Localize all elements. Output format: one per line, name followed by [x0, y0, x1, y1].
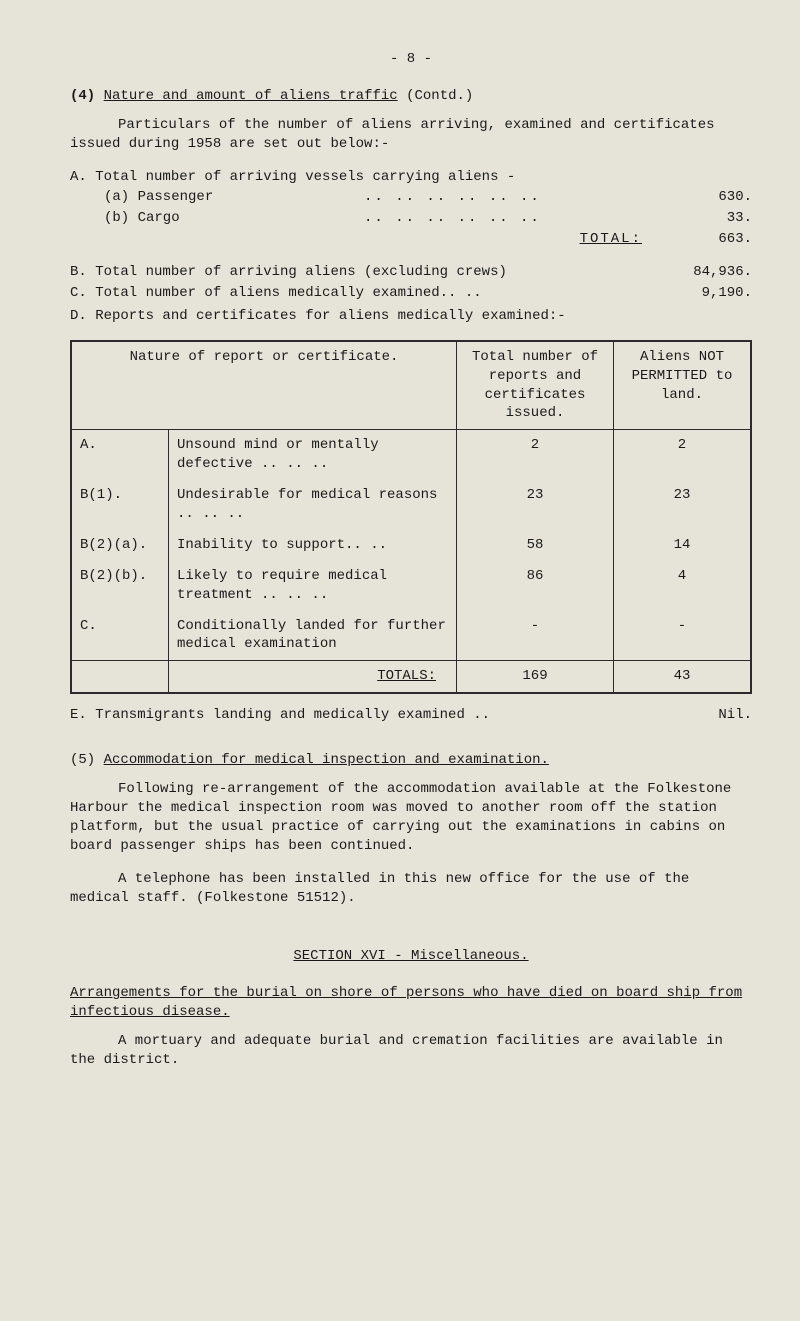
section-5-para-2: A telephone has been installed in this n… — [70, 870, 752, 908]
list-a-item-1-label: (a) Passenger — [104, 188, 364, 207]
list-a: A. Total number of arriving vessels carr… — [70, 168, 752, 250]
page-number: - 8 - — [70, 50, 752, 69]
section-16-para: A mortuary and adequate burial and crema… — [70, 1032, 752, 1070]
section-4-intro: Particulars of the number of aliens arri… — [70, 116, 752, 154]
cell-code: B(2)(b). — [72, 561, 169, 611]
section-4-heading: (4) Nature and amount of aliens traffic … — [70, 87, 752, 106]
line-e-text: E. Transmigrants landing and medically e… — [70, 706, 672, 725]
totals-label: TOTALS: — [169, 660, 457, 692]
section-5-para-1: Following re-arrangement of the accommod… — [70, 780, 752, 856]
section-4-suffix: (Contd.) — [406, 88, 473, 104]
line-c-value: 9,190. — [652, 284, 752, 303]
cell-num: 23 — [457, 480, 614, 530]
th-aliens-not-permitted: Aliens NOT PERMITTED to land. — [614, 342, 750, 431]
table-head-row: Nature of report or certificate. Total n… — [72, 342, 750, 431]
section-5-prefix: (5) — [70, 752, 95, 768]
list-a-total: TOTAL: 663. — [104, 230, 752, 249]
list-a-total-label: TOTAL: — [580, 231, 642, 247]
list-a-total-value: 663. — [652, 230, 752, 249]
report-table: Nature of report or certificate. Total n… — [70, 340, 752, 694]
cell-code: C. — [72, 611, 169, 661]
table-row: C. Conditionally landed for further medi… — [72, 611, 750, 661]
totals-num: 169 — [457, 660, 614, 692]
line-e-value: Nil. — [672, 706, 752, 725]
cell-num: 86 — [457, 561, 614, 611]
cell-code: A. — [72, 430, 169, 480]
cell-desc: Likely to require medical treatment .. .… — [169, 561, 457, 611]
th-nature: Nature of report or certificate. — [72, 342, 457, 431]
line-b: B. Total number of arriving aliens (excl… — [70, 263, 752, 282]
cell-desc: Undesirable for medical reasons .. .. .. — [169, 480, 457, 530]
cell-aliens: 14 — [614, 530, 750, 561]
table-row: A. Unsound mind or mentally defective ..… — [72, 430, 750, 480]
list-a-item-1-value: 630. — [652, 188, 752, 207]
th-total-number: Total number of reports and certificates… — [457, 342, 614, 431]
cell-code: B(2)(a). — [72, 530, 169, 561]
section-16-subtitle: Arrangements for the burial on shore of … — [70, 984, 752, 1022]
section-4-title: Nature and amount of aliens traffic — [104, 88, 398, 104]
cell-desc: Conditionally landed for further medical… — [169, 611, 457, 661]
list-a-item-1: (a) Passenger .. .. .. .. .. .. 630. — [104, 188, 752, 207]
line-c-text: C. Total number of aliens medically exam… — [70, 284, 652, 303]
section-16-title: SECTION XVI - Miscellaneous. — [70, 947, 752, 966]
list-a-item-2-value: 33. — [652, 209, 752, 228]
cell-desc: Inability to support.. .. — [169, 530, 457, 561]
list-a-item-2-dots: .. .. .. .. .. .. — [364, 209, 652, 228]
cell-aliens: - — [614, 611, 750, 661]
line-d: D. Reports and certificates for aliens m… — [70, 307, 752, 326]
table-totals-row: TOTALS: 169 43 — [72, 660, 750, 692]
cell-num: 58 — [457, 530, 614, 561]
list-a-heading: A. Total number of arriving vessels carr… — [70, 168, 752, 187]
line-b-value: 84,936. — [652, 263, 752, 282]
cell-num: 2 — [457, 430, 614, 480]
cell-code: B(1). — [72, 480, 169, 530]
section-4-prefix: (4) — [70, 88, 95, 104]
table-row: B(2)(b). Likely to require medical treat… — [72, 561, 750, 611]
totals-aliens: 43 — [614, 660, 750, 692]
list-a-item-2-label: (b) Cargo — [104, 209, 364, 228]
cell-aliens: 4 — [614, 561, 750, 611]
list-a-item-1-dots: .. .. .. .. .. .. — [364, 188, 652, 207]
list-a-item-2: (b) Cargo .. .. .. .. .. .. 33. — [104, 209, 752, 228]
table-row: B(2)(a). Inability to support.. .. 58 14 — [72, 530, 750, 561]
cell-aliens: 2 — [614, 430, 750, 480]
cell-num: - — [457, 611, 614, 661]
line-e: E. Transmigrants landing and medically e… — [70, 706, 752, 725]
section-5-heading: (5) Accommodation for medical inspection… — [70, 751, 752, 770]
table-row: B(1). Undesirable for medical reasons ..… — [72, 480, 750, 530]
line-c: C. Total number of aliens medically exam… — [70, 284, 752, 303]
cell-desc: Unsound mind or mentally defective .. ..… — [169, 430, 457, 480]
cell-aliens: 23 — [614, 480, 750, 530]
page: - 8 - (4) Nature and amount of aliens tr… — [0, 0, 800, 1321]
line-b-text: B. Total number of arriving aliens (excl… — [70, 263, 652, 282]
section-5-title: Accommodation for medical inspection and… — [104, 752, 549, 768]
